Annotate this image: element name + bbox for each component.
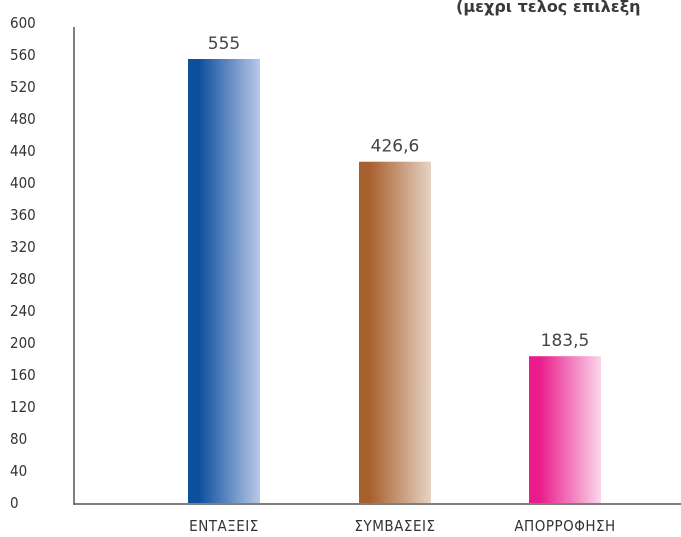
y-tick-label: 520 <box>10 78 36 96</box>
y-tick-label: 80 <box>10 430 27 448</box>
y-tick-label: 400 <box>10 174 36 192</box>
x-category-label: ΣΥΜΒΑΣΕΙΣ <box>355 517 436 535</box>
y-tick-label: 560 <box>10 46 36 64</box>
bar-συμβασεις <box>359 161 431 503</box>
y-axis: 0 40 80 120 160 200 240 280 320 360 400 440 480 520 56… <box>10 14 75 512</box>
y-tick-label: 320 <box>10 238 36 256</box>
chart-title-fragment: (μεχρι τελος επιλεξη <box>456 0 641 16</box>
y-tick-label: 160 <box>10 366 36 384</box>
bar-value-label: 426,6 <box>371 137 420 157</box>
bar-value-label: 555 <box>208 34 240 54</box>
y-tick-label: 240 <box>10 302 36 320</box>
x-axis: ΕΝΤΑΞΕΙΣ ΣΥΜΒΑΣΕΙΣ ΑΠΟΡΡΟΦΗΣΗ <box>74 503 681 535</box>
y-tick-label: 280 <box>10 270 36 288</box>
value-labels: 555 426,6 183,5 <box>208 34 590 351</box>
x-category-label: ΑΠΟΡΡΟΦΗΣΗ <box>514 517 615 535</box>
y-tick-label: 480 <box>10 110 36 128</box>
y-tick-label: 120 <box>10 398 36 416</box>
y-tick-label: 0 <box>10 494 19 512</box>
y-tick-label: 600 <box>10 14 36 32</box>
x-category-label: ΕΝΤΑΞΕΙΣ <box>189 517 259 535</box>
y-tick-label: 360 <box>10 206 36 224</box>
bar-value-label: 183,5 <box>541 331 590 351</box>
y-tick-label: 200 <box>10 334 36 352</box>
y-tick-label: 440 <box>10 142 36 160</box>
bar-ενταξεις <box>188 59 260 503</box>
bar-απορροφηση <box>529 356 601 503</box>
bars <box>188 59 601 503</box>
y-tick-label: 40 <box>10 462 27 480</box>
